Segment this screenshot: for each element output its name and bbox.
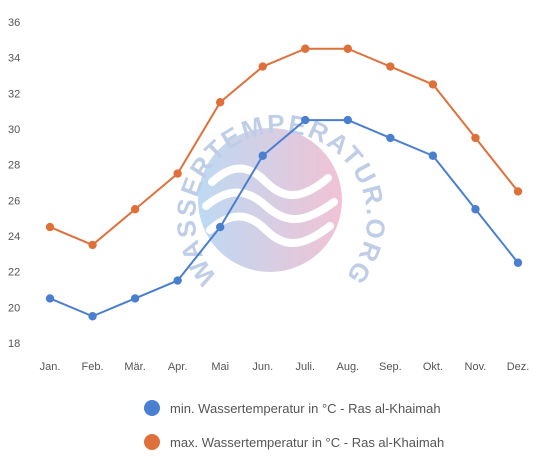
- data-point: [215, 222, 225, 232]
- y-axis: 18 20 22 24 26 28 30 32 34 36: [8, 17, 20, 350]
- y-tick-label: 36: [8, 17, 20, 29]
- data-point: [301, 44, 310, 53]
- series-2: [45, 44, 523, 250]
- data-point: [130, 294, 140, 303]
- data-point: [173, 276, 182, 285]
- data-point: [513, 258, 523, 267]
- data-point: [428, 80, 438, 89]
- data-point: [386, 133, 395, 143]
- data-point: [343, 115, 353, 125]
- legend-label: min. Wassertemperatur in °C - Ras al-Kha…: [170, 401, 441, 416]
- y-tick-label: 18: [8, 338, 20, 350]
- data-point: [88, 312, 97, 321]
- x-tick-label: Okt.: [423, 361, 443, 373]
- data-point: [45, 294, 55, 303]
- x-tick-label: Aug.: [336, 361, 359, 373]
- data-point: [343, 44, 353, 53]
- data-point: [428, 151, 438, 160]
- data-point: [258, 62, 267, 71]
- data-point: [45, 222, 55, 232]
- y-tick-label: 34: [8, 53, 20, 65]
- x-tick-label: Mär.: [124, 361, 145, 373]
- data-point: [215, 98, 225, 107]
- y-tick-label: 26: [8, 195, 20, 207]
- y-tick-label: 24: [8, 231, 20, 243]
- watermark-circle: [198, 128, 342, 272]
- data-point: [258, 151, 267, 160]
- legend-marker: [144, 434, 160, 450]
- data-point: [471, 133, 480, 143]
- x-tick-label: Jan.: [40, 361, 61, 373]
- x-tick-label: Mai: [211, 361, 229, 373]
- x-tick-label: Sep.: [379, 361, 402, 373]
- data-point: [513, 187, 523, 196]
- y-tick-label: 32: [8, 88, 20, 100]
- legend-item[interactable]: max. Wassertemperatur in °C - Ras al-Kha…: [144, 434, 444, 450]
- data-point: [471, 205, 480, 214]
- series-line: [49, 47, 519, 246]
- data-point: [301, 115, 310, 125]
- data-point: [173, 169, 182, 178]
- legend-label: max. Wassertemperatur in °C - Ras al-Kha…: [170, 435, 444, 450]
- series-1: [45, 115, 523, 321]
- x-tick-label: Apr.: [168, 361, 188, 373]
- data-point: [386, 62, 395, 71]
- y-tick-label: 22: [8, 267, 20, 279]
- legend-item[interactable]: min. Wassertemperatur in °C - Ras al-Kha…: [144, 400, 441, 416]
- series-line: [49, 119, 519, 318]
- watermark-waves-icon: [202, 164, 338, 247]
- x-tick-label: Juli.: [295, 361, 315, 373]
- y-tick-label: 20: [8, 302, 20, 314]
- x-tick-label: Dez.: [507, 361, 530, 373]
- data-point: [88, 240, 97, 250]
- legend: min. Wassertemperatur in °C - Ras al-Kha…: [144, 400, 444, 450]
- data-point: [130, 205, 140, 214]
- legend-marker: [144, 400, 160, 416]
- y-tick-label: 28: [8, 160, 20, 172]
- x-tick-label: Feb.: [82, 361, 104, 373]
- y-tick-label: 30: [8, 124, 20, 136]
- x-axis: Jan. Feb. Mär. Apr. Mai Jun. Juli. Aug. Sep. Okt.…: [40, 361, 530, 373]
- watermark-logo: WASSERTEMPERATUR.ORG: [171, 108, 390, 291]
- x-tick-label: Nov.: [465, 361, 487, 373]
- series-layer: [45, 44, 523, 321]
- x-tick-label: Jun.: [252, 361, 273, 373]
